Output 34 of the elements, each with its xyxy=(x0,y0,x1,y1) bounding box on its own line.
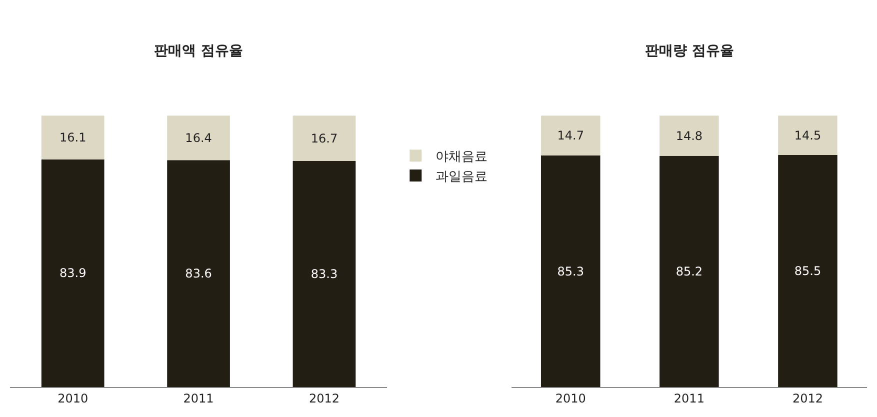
bar xyxy=(778,116,838,156)
data-label: 14.7 xyxy=(557,128,584,143)
bar xyxy=(660,116,719,156)
chart-title: 판매량 점유율 xyxy=(645,43,734,59)
data-label: 83.9 xyxy=(59,266,86,280)
data-label: 85.5 xyxy=(794,264,822,278)
data-label: 16.7 xyxy=(310,131,338,146)
x-tick-label: 2011 xyxy=(674,391,704,406)
bar xyxy=(41,159,104,387)
bar xyxy=(660,156,719,387)
data-label: 14.8 xyxy=(676,128,703,143)
legend-label: 야채음료 xyxy=(436,150,488,165)
bar xyxy=(540,156,600,387)
x-tick-label: 2012 xyxy=(308,391,340,406)
bar xyxy=(292,160,356,387)
chart-title: 판매액 점유율 xyxy=(154,43,243,59)
data-label: 83.3 xyxy=(310,266,338,281)
data-label: 16.1 xyxy=(59,130,86,145)
data-label: 85.3 xyxy=(557,264,584,278)
x-tick-label: 2010 xyxy=(58,391,88,406)
bar xyxy=(292,116,356,161)
x-tick-label: 2012 xyxy=(792,391,823,406)
bar xyxy=(41,116,104,160)
legend-label: 과일음료 xyxy=(436,170,488,185)
bar xyxy=(540,116,600,156)
data-label: 16.4 xyxy=(185,130,212,145)
x-tick-label: 2011 xyxy=(183,391,214,406)
data-label: 83.6 xyxy=(185,266,212,281)
bar xyxy=(778,155,838,387)
data-label: 14.5 xyxy=(794,128,822,142)
bar xyxy=(167,116,230,160)
data-label: 85.2 xyxy=(676,264,703,278)
bar xyxy=(167,160,230,387)
x-tick-label: 2010 xyxy=(555,391,586,406)
